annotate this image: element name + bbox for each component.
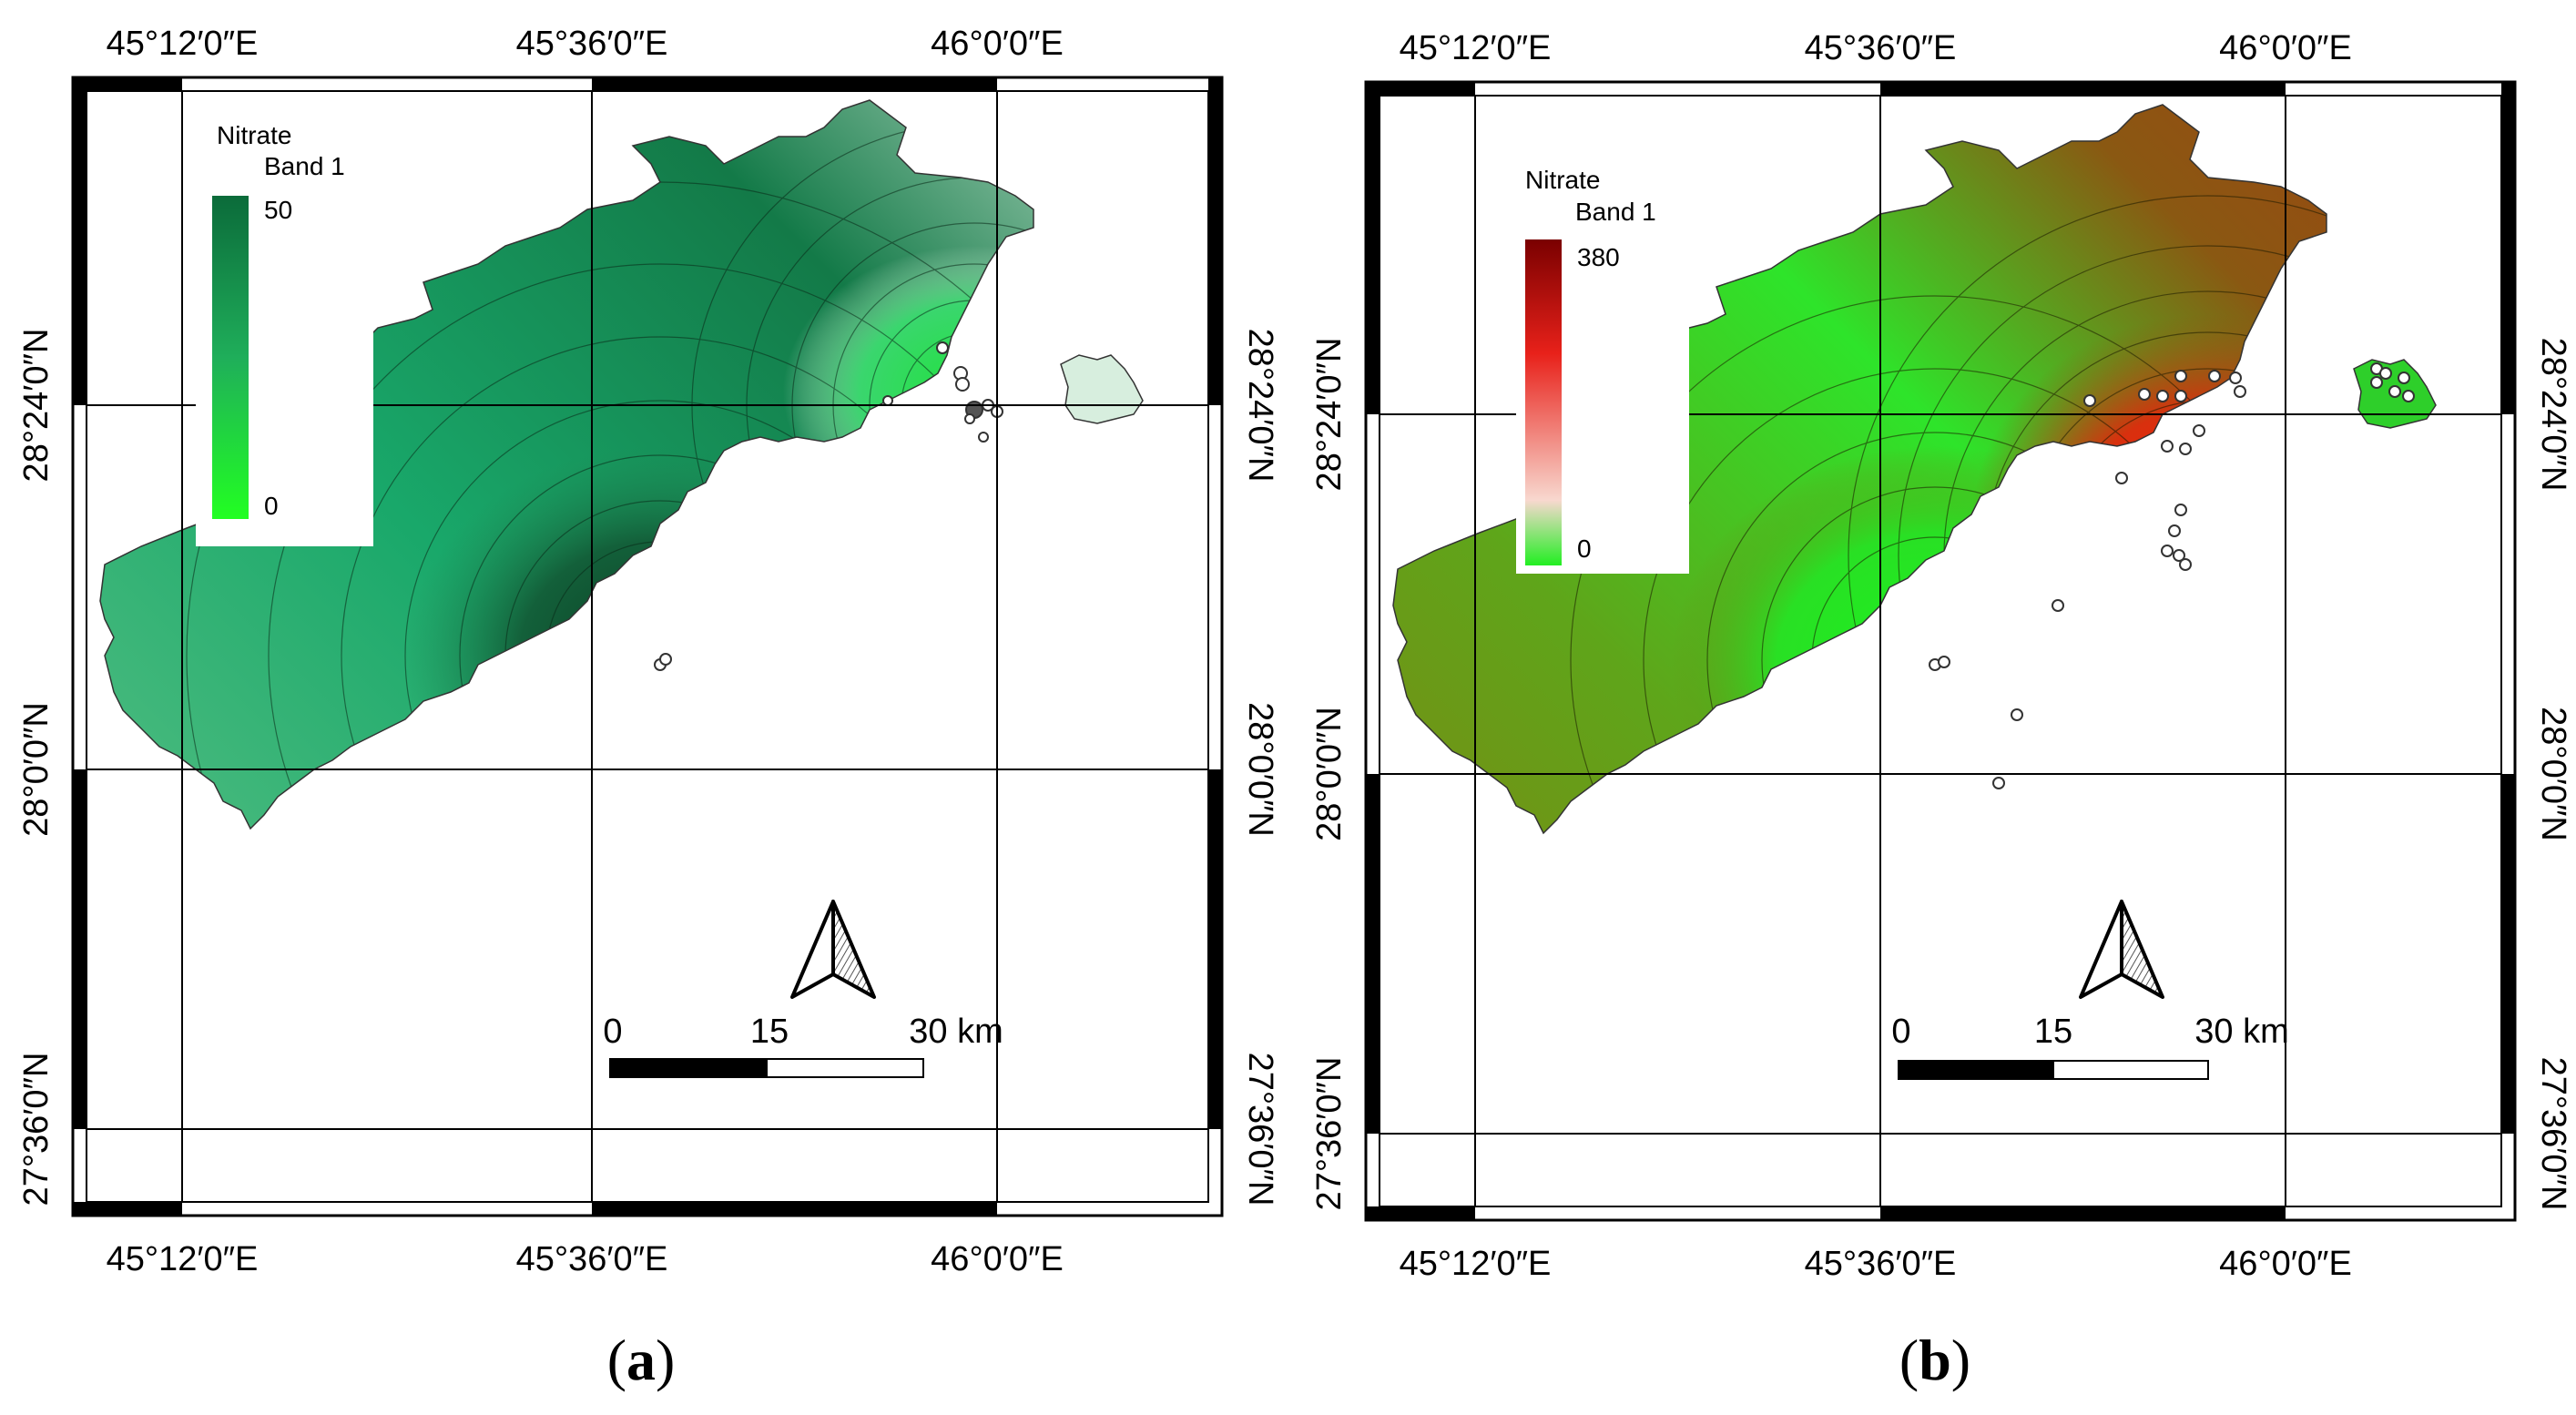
frame-bar [1208,769,1222,1129]
frame-bar [1366,774,1380,1134]
legend-max: 50 [264,196,292,224]
lon-label-top: 45°36′0″E [516,25,668,63]
lon-label-top: 46°0′0″E [931,25,1064,63]
scale-label: 0 [1891,1013,1910,1051]
legend-color-ramp [212,196,249,519]
lat-label-left: 27°36′0″N [1310,1057,1349,1211]
scale-bar: 0 15 30 km [603,1013,1003,1078]
lon-label-top: 45°36′0″E [1805,29,1957,67]
legend-color-ramp [1525,239,1562,565]
lon-label-bottom: 45°36′0″E [516,1240,668,1278]
frame-bar [1366,82,1380,414]
legend-max: 380 [1577,243,1620,271]
legend-title: Nitrate [1525,166,1600,194]
lon-label-bottom: 45°36′0″E [1805,1245,1957,1283]
sample-points [1929,362,2415,789]
frame-bar [2501,774,2515,1134]
legend-min: 0 [264,492,279,520]
panel-caption: (a) [607,1328,676,1392]
lat-label-left: 28°0′0″N [1310,707,1349,841]
lat-label-left: 27°36′0″N [17,1053,56,1206]
sample-points [654,341,1003,671]
lon-label-top: 45°12′0″E [1400,29,1552,67]
frame-bar [73,769,87,1129]
panel-caption: (b) [1899,1328,1970,1392]
lat-label-right: 28°24′0″N [2534,338,2572,492]
frame-bar [1880,1206,2286,1220]
frame-bar [73,1202,182,1216]
graticule [1380,96,2501,1206]
frame-bar [1208,77,1222,405]
north-arrow-icon [2079,900,2164,999]
lon-label-bottom: 46°0′0″E [2219,1245,2352,1283]
lat-label-right: 27°36′0″N [2534,1057,2572,1211]
lat-label-right: 28°24′0″N [1241,329,1279,483]
lat-label-right: 28°0′0″N [1241,702,1279,837]
frame-bar [1880,82,2286,96]
lat-label-left: 28°24′0″N [1310,338,1349,492]
frame-bar [73,77,87,405]
island [1060,354,1144,424]
frame-bar [73,77,182,91]
frame-bar [1366,1206,1475,1220]
lat-label-left: 28°24′0″N [17,329,56,483]
frame-bar [1366,82,1475,96]
frame-bar [592,1202,997,1216]
lat-label-left: 28°0′0″N [17,702,56,837]
lat-label-right: 27°36′0″N [1241,1053,1279,1206]
frame-bar [592,77,997,91]
lon-label-top: 46°0′0″E [2219,29,2352,67]
scale-label: 15 [750,1013,789,1051]
north-arrow-icon [790,900,876,999]
lon-label-bottom: 45°12′0″E [1400,1245,1552,1283]
scale-label: 30 km [2194,1013,2288,1051]
scale-label: 30 km [909,1013,1003,1051]
panel-a: 45°12′0″E 45°36′0″E 46°0′0″E 45°12′0″E 4… [17,25,1279,1392]
graticule [87,91,1208,1202]
scale-label: 0 [603,1013,622,1051]
legend-band: Band 1 [264,152,345,180]
legend-min: 0 [1577,534,1592,563]
legend-title: Nitrate [217,121,291,149]
legend-band: Band 1 [1575,198,1656,226]
scale-label: 15 [2034,1013,2072,1051]
panel-b: 45°12′0″E 45°36′0″E 46°0′0″E 45°12′0″E 4… [1310,29,2572,1392]
legend: Nitrate Band 1 50 0 [196,118,373,546]
frame-bar [2501,82,2515,414]
lon-label-bottom: 45°12′0″E [107,1240,259,1278]
lon-label-top: 45°12′0″E [107,25,259,63]
lon-label-bottom: 46°0′0″E [931,1240,1064,1278]
lat-label-right: 28°0′0″N [2534,707,2572,841]
legend: Nitrate Band 1 380 0 [1516,155,1689,574]
scale-bar: 0 15 30 km [1891,1013,2289,1080]
